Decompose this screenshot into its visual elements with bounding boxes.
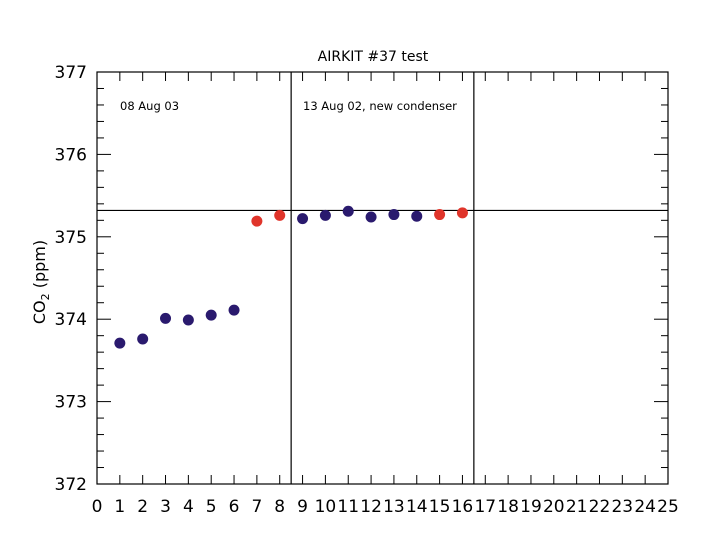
data-point [365, 211, 377, 223]
y-axis-label-subscript: 2 [39, 293, 52, 300]
x-tick-label: 24 [634, 497, 656, 517]
data-point [114, 337, 126, 349]
data-point [160, 312, 172, 324]
annotation-13-aug-02-new-condenser: 13 Aug 02, new condenser [303, 99, 457, 113]
y-axis-label-unit: (ppm) [30, 240, 49, 293]
data-point [388, 209, 400, 221]
x-tick-label: 12 [360, 497, 382, 517]
data-point [137, 333, 149, 345]
x-tick-label: 11 [337, 497, 359, 517]
y-tick-label: 377 [55, 63, 87, 83]
y-tick-label: 376 [55, 145, 87, 165]
y-axis-label: CO2 (ppm) [30, 240, 52, 324]
x-tick-label: 15 [429, 497, 451, 517]
data-points [114, 205, 468, 349]
y-tick-label: 373 [55, 393, 87, 413]
annotation-08-aug-03: 08 Aug 03 [120, 99, 179, 113]
x-tick-label: 4 [183, 497, 194, 517]
x-tick-label: 23 [611, 497, 633, 517]
y-tick-label: 375 [55, 228, 87, 248]
data-point [274, 209, 286, 221]
x-tick-label: 20 [543, 497, 565, 517]
data-point [411, 210, 423, 222]
y-tick-labels: 372 373 374 375 376 377 [55, 63, 87, 495]
x-tick-label: 6 [229, 497, 240, 517]
chart-title: AIRKIT #37 test [318, 49, 429, 65]
x-tick-label: 22 [589, 497, 611, 517]
y-tick-label: 372 [55, 475, 87, 495]
data-point [297, 213, 309, 225]
x-tick-label: 14 [406, 497, 428, 517]
plot-frame [96, 71, 669, 485]
x-tick-label: 1 [114, 497, 125, 517]
data-point [456, 207, 468, 219]
x-tick-label: 9 [297, 497, 308, 517]
x-tick-label: 7 [251, 497, 262, 517]
x-tick-label: 13 [383, 497, 405, 517]
data-point [251, 215, 263, 227]
axis-ticks [96, 71, 669, 485]
x-tick-label: 5 [206, 497, 217, 517]
x-tick-label: 21 [566, 497, 588, 517]
data-point [205, 309, 217, 321]
x-tick-label: 8 [274, 497, 285, 517]
x-tick-label: 17 [474, 497, 496, 517]
x-tick-label: 2 [137, 497, 148, 517]
x-tick-label: 10 [315, 497, 337, 517]
data-point [319, 209, 331, 221]
x-tick-label: 19 [520, 497, 542, 517]
x-tick-label: 3 [160, 497, 171, 517]
x-tick-label: 18 [497, 497, 519, 517]
x-tick-label: 25 [657, 497, 679, 517]
reference-lines [97, 72, 668, 484]
data-point [228, 304, 240, 316]
x-tick-label: 16 [452, 497, 474, 517]
y-tick-label: 374 [55, 310, 87, 330]
x-tick-labels: 0 1 2 3 4 5 6 7 8 9 10 11 12 13 14 15 16 17 18 19 20 21 22 23 24… [92, 497, 679, 517]
x-tick-label: 0 [92, 497, 103, 517]
y-axis-label-main: CO [30, 300, 49, 324]
data-point [434, 209, 446, 221]
data-point [342, 205, 354, 217]
data-point [182, 314, 194, 326]
